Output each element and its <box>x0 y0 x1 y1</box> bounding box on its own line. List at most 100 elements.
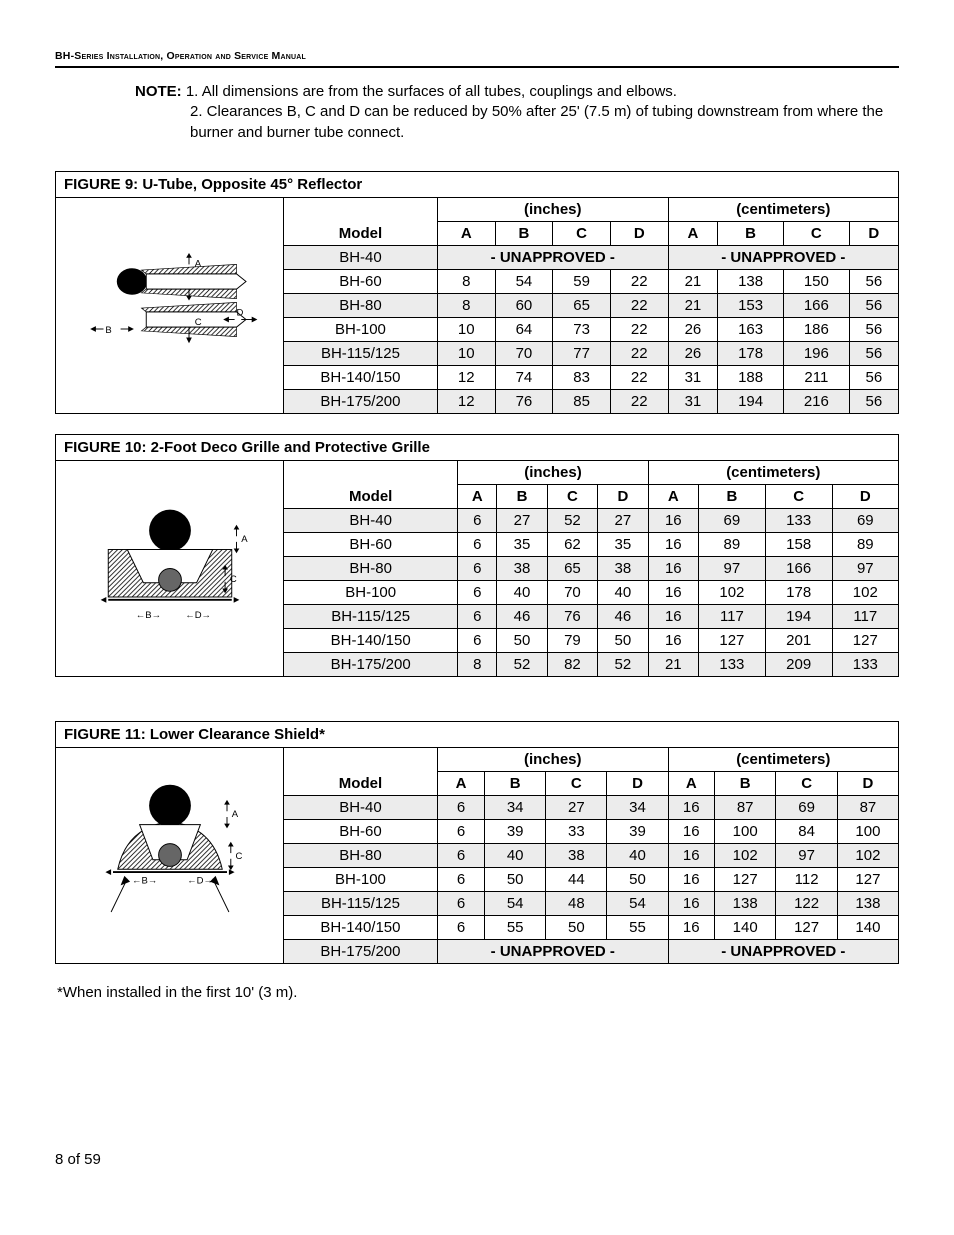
val-in: 65 <box>553 293 611 317</box>
val-cm: 21 <box>668 269 718 293</box>
val-cm: 16 <box>648 532 698 556</box>
model-cell: BH-40 <box>284 245 437 269</box>
val-cm: 31 <box>668 389 718 413</box>
footnote: *When installed in the first 10' (3 m). <box>57 984 899 1001</box>
clearance-table: (inches) (centimeters) Model ABCD ABCD B… <box>284 461 898 676</box>
val-in: 44 <box>546 867 607 891</box>
model-cell: BH-100 <box>284 317 437 341</box>
val-cm: 16 <box>668 891 714 915</box>
model-cell: BH-115/125 <box>284 341 437 365</box>
val-in: 6 <box>437 843 484 867</box>
val-cm: 127 <box>832 628 898 652</box>
val-cm: 97 <box>832 556 898 580</box>
val-in: 74 <box>495 365 553 389</box>
val-in: 27 <box>546 795 607 819</box>
table-row: BH-406275227166913369 <box>284 508 898 532</box>
val-in: 55 <box>607 915 668 939</box>
val-cm: 69 <box>776 795 837 819</box>
unapproved-cm: - UNAPPROVED - <box>668 939 898 963</box>
col-A-cm: A <box>668 221 718 245</box>
unapproved-in: - UNAPPROVED - <box>437 245 668 269</box>
col-A-in: A <box>437 221 495 245</box>
model-cell: BH-140/150 <box>284 365 437 389</box>
page-number: 8 of 59 <box>55 1151 899 1168</box>
val-in: 39 <box>607 819 668 843</box>
val-in: 52 <box>598 652 648 676</box>
model-cell: BH-40 <box>284 795 437 819</box>
table-row: BH-175/200127685223119421656 <box>284 389 898 413</box>
table-row: BH-115/125654485416138122138 <box>284 891 898 915</box>
model-header: Model <box>284 484 458 508</box>
col-D-cm: D <box>837 771 898 795</box>
col-D-in: D <box>610 221 668 245</box>
figure-box: FIGURE 10: 2-Foot Deco Grille and Protec… <box>55 434 899 677</box>
val-in: 52 <box>547 508 597 532</box>
val-cm: 209 <box>765 652 832 676</box>
col-B-cm: B <box>718 221 784 245</box>
model-header: Model <box>284 221 437 245</box>
model-cell: BH-140/150 <box>284 915 437 939</box>
val-in: 34 <box>607 795 668 819</box>
val-in: 6 <box>458 532 497 556</box>
model-cell: BH-115/125 <box>284 604 458 628</box>
val-cm: 16 <box>648 556 698 580</box>
val-in: 6 <box>458 628 497 652</box>
model-cell: BH-100 <box>284 867 437 891</box>
val-in: 22 <box>610 269 668 293</box>
col-A-in: A <box>437 771 484 795</box>
val-in: 10 <box>437 317 495 341</box>
val-in: 76 <box>495 389 553 413</box>
figure-box: FIGURE 9: U-Tube, Opposite 45° Reflector… <box>55 171 899 414</box>
val-in: 27 <box>497 508 547 532</box>
val-in: 46 <box>497 604 547 628</box>
val-cm: 178 <box>718 341 784 365</box>
val-cm: 16 <box>668 795 714 819</box>
val-in: 64 <box>495 317 553 341</box>
val-cm: 196 <box>783 341 849 365</box>
col-D-in: D <box>598 484 648 508</box>
val-cm: 16 <box>668 867 714 891</box>
val-cm: 100 <box>714 819 775 843</box>
val-in: 22 <box>610 293 668 317</box>
model-cell: BH-100 <box>284 580 458 604</box>
table-row: BH-100106473222616318656 <box>284 317 898 341</box>
val-in: 40 <box>485 843 546 867</box>
svg-text:C: C <box>194 317 201 328</box>
table-row: BH-175/200- UNAPPROVED -- UNAPPROVED - <box>284 939 898 963</box>
model-cell: BH-175/200 <box>284 652 458 676</box>
val-in: 8 <box>437 293 495 317</box>
val-cm: 97 <box>776 843 837 867</box>
svg-text:C: C <box>229 574 236 585</box>
val-cm: 127 <box>699 628 766 652</box>
val-cm: 87 <box>837 795 898 819</box>
val-in: 39 <box>485 819 546 843</box>
col-A-cm: A <box>648 484 698 508</box>
svg-text:A: A <box>231 809 238 820</box>
table-row: BH-175/200852825221133209133 <box>284 652 898 676</box>
val-in: 50 <box>497 628 547 652</box>
figure-diagram: A B C D <box>56 198 284 413</box>
val-cm: 138 <box>714 891 775 915</box>
model-cell: BH-140/150 <box>284 628 458 652</box>
col-B-cm: B <box>714 771 775 795</box>
val-cm: 21 <box>668 293 718 317</box>
val-cm: 138 <box>837 891 898 915</box>
val-in: 83 <box>553 365 611 389</box>
model-cell: BH-80 <box>284 843 437 867</box>
figure-diagram: A C ←B→ ←D→ <box>56 748 284 963</box>
val-in: 50 <box>598 628 648 652</box>
figure-title: FIGURE 10: 2-Foot Deco Grille and Protec… <box>56 435 898 461</box>
val-cm: 133 <box>832 652 898 676</box>
val-in: 22 <box>610 389 668 413</box>
val-in: 59 <box>553 269 611 293</box>
units-cm: (centimeters) <box>668 748 898 772</box>
val-cm: 31 <box>668 365 718 389</box>
table-row: BH-115/125646764616117194117 <box>284 604 898 628</box>
val-in: 6 <box>437 819 484 843</box>
note-line-2: 2. Clearances B, C and D can be reduced … <box>190 102 899 143</box>
val-cm: 56 <box>849 341 898 365</box>
val-in: 6 <box>458 508 497 532</box>
model-cell: BH-175/200 <box>284 939 437 963</box>
svg-text:A: A <box>241 534 248 545</box>
val-cm: 16 <box>648 580 698 604</box>
